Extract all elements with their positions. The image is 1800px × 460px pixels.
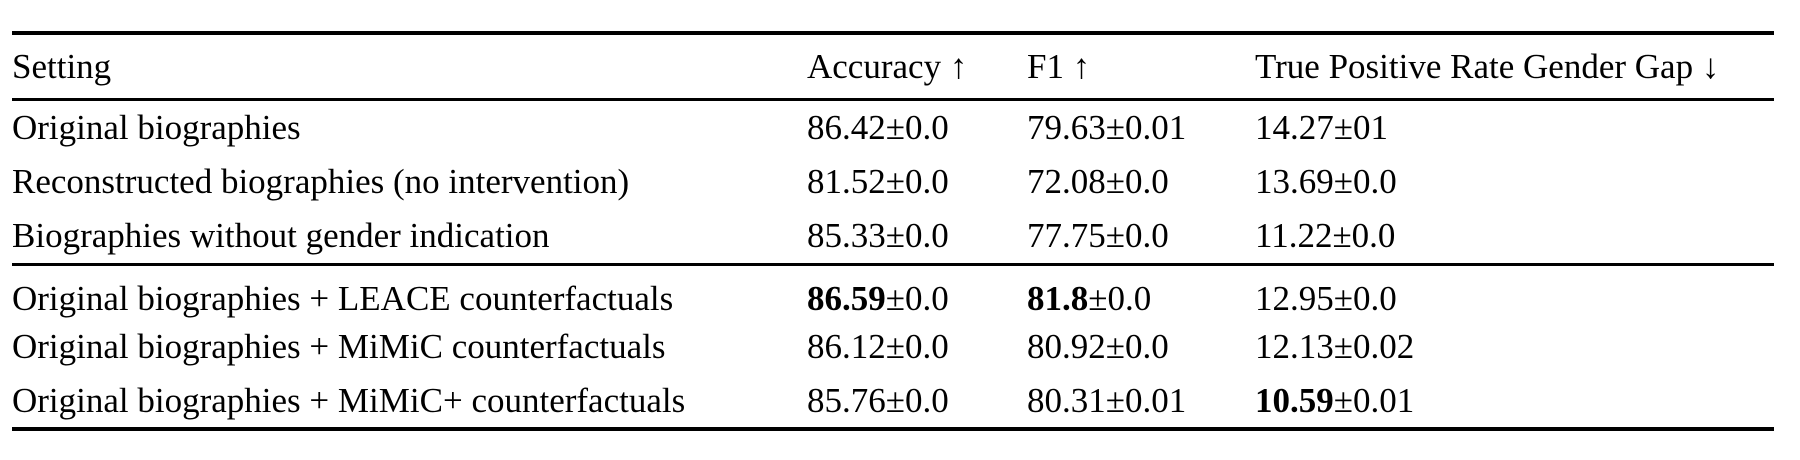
table-row: Original biographies + LEACE counterfact…	[12, 264, 1774, 319]
tpr-gap-cell: 14.27±01	[1255, 99, 1774, 154]
metric-uncertainty: ±0.0	[885, 107, 949, 147]
setting-cell: Original biographies	[12, 107, 301, 147]
tpr-gap-cell: 12.95±0.0	[1255, 264, 1774, 319]
f1-cell: 72.08±0.0	[1027, 154, 1255, 209]
metric-uncertainty: ±0.02	[1333, 327, 1415, 366]
column-header-accuracy: Accuracy ↑	[807, 46, 968, 86]
metric-value: 80.92	[1027, 327, 1106, 366]
results-group-baselines: Original biographies 86.42±0.0 79.63±0.0…	[12, 99, 1774, 264]
metric-uncertainty: ±0.0	[885, 278, 949, 318]
metric-value: 80.31	[1027, 381, 1106, 420]
metric-value: 12.13	[1255, 327, 1334, 366]
tpr-gap-cell: 13.69±0.0	[1255, 154, 1774, 209]
table-row: Reconstructed biographies (no interventi…	[12, 154, 1774, 209]
column-header-f1: F1 ↑	[1027, 46, 1091, 86]
tpr-gap-cell: 10.59±0.01	[1255, 374, 1774, 429]
metric-value: 14.27	[1255, 107, 1334, 147]
metric-uncertainty: ±0.0	[1088, 278, 1152, 318]
accuracy-cell: 85.76±0.0	[807, 374, 1027, 429]
results-table: Setting Accuracy ↑ F1 ↑ True Positive Ra…	[12, 31, 1774, 431]
f1-cell: 80.92±0.0	[1027, 319, 1255, 374]
metric-uncertainty: ±01	[1333, 107, 1388, 147]
column-header-tpr-gender-gap: True Positive Rate Gender Gap ↓	[1255, 46, 1720, 86]
metric-value: 86.42	[807, 107, 886, 147]
metric-uncertainty: ±0.0	[885, 381, 949, 420]
accuracy-cell: 85.33±0.0	[807, 209, 1027, 264]
setting-cell: Original biographies + MiMiC counterfact…	[12, 327, 666, 366]
header-row: Setting Accuracy ↑ F1 ↑ True Positive Ra…	[12, 33, 1774, 99]
metric-value: 81.52	[807, 162, 886, 201]
setting-cell: Original biographies + MiMiC+ counterfac…	[12, 381, 686, 420]
metric-value: 77.75	[1027, 216, 1106, 256]
metric-uncertainty: ±0.0	[885, 216, 949, 256]
metric-value: 72.08	[1027, 162, 1106, 201]
metric-uncertainty: ±0.0	[1333, 278, 1397, 318]
f1-cell: 80.31±0.01	[1027, 374, 1255, 429]
metric-uncertainty: ±0.0	[1105, 162, 1169, 201]
metric-uncertainty: ±0.0	[1332, 216, 1396, 256]
f1-cell: 81.8±0.0	[1027, 264, 1255, 319]
metric-uncertainty: ±0.0	[1105, 216, 1169, 256]
table-row: Original biographies + MiMiC counterfact…	[12, 319, 1774, 374]
results-group-counterfactuals: Original biographies + LEACE counterfact…	[12, 264, 1774, 429]
accuracy-cell: 86.12±0.0	[807, 319, 1027, 374]
accuracy-cell: 86.42±0.0	[807, 99, 1027, 154]
metric-value: 12.95	[1255, 278, 1334, 318]
metric-value: 85.76	[807, 381, 886, 420]
table-row: Original biographies + MiMiC+ counterfac…	[12, 374, 1774, 429]
table-header: Setting Accuracy ↑ F1 ↑ True Positive Ra…	[12, 33, 1774, 99]
metric-uncertainty: ±0.01	[1105, 381, 1187, 420]
tpr-gap-cell: 11.22±0.0	[1255, 209, 1774, 264]
metric-uncertainty: ±0.0	[885, 162, 949, 201]
column-header-setting: Setting	[12, 46, 112, 86]
setting-cell: Biographies without gender indication	[12, 216, 550, 256]
metric-value: 86.12	[807, 327, 886, 366]
setting-cell: Reconstructed biographies (no interventi…	[12, 162, 630, 201]
metric-uncertainty: ±0.01	[1333, 381, 1415, 420]
metric-value: 81.8	[1027, 278, 1089, 318]
metric-value: 10.59	[1255, 381, 1334, 420]
metric-value: 11.22	[1255, 216, 1333, 256]
accuracy-cell: 86.59±0.0	[807, 264, 1027, 319]
f1-cell: 77.75±0.0	[1027, 209, 1255, 264]
accuracy-cell: 81.52±0.0	[807, 154, 1027, 209]
metric-uncertainty: ±0.0	[885, 327, 949, 366]
setting-cell: Original biographies + LEACE counterfact…	[12, 278, 674, 318]
tpr-gap-cell: 12.13±0.02	[1255, 319, 1774, 374]
table-row: Original biographies 86.42±0.0 79.63±0.0…	[12, 99, 1774, 154]
metric-value: 85.33	[807, 216, 886, 256]
metric-uncertainty: ±0.0	[1105, 327, 1169, 366]
f1-cell: 79.63±0.01	[1027, 99, 1255, 154]
metric-uncertainty: ±0.0	[1333, 162, 1397, 201]
metric-value: 79.63	[1027, 107, 1106, 147]
metric-value: 13.69	[1255, 162, 1334, 201]
metric-uncertainty: ±0.01	[1105, 107, 1187, 147]
table-row: Biographies without gender indication 85…	[12, 209, 1774, 264]
metric-value: 86.59	[807, 278, 886, 318]
